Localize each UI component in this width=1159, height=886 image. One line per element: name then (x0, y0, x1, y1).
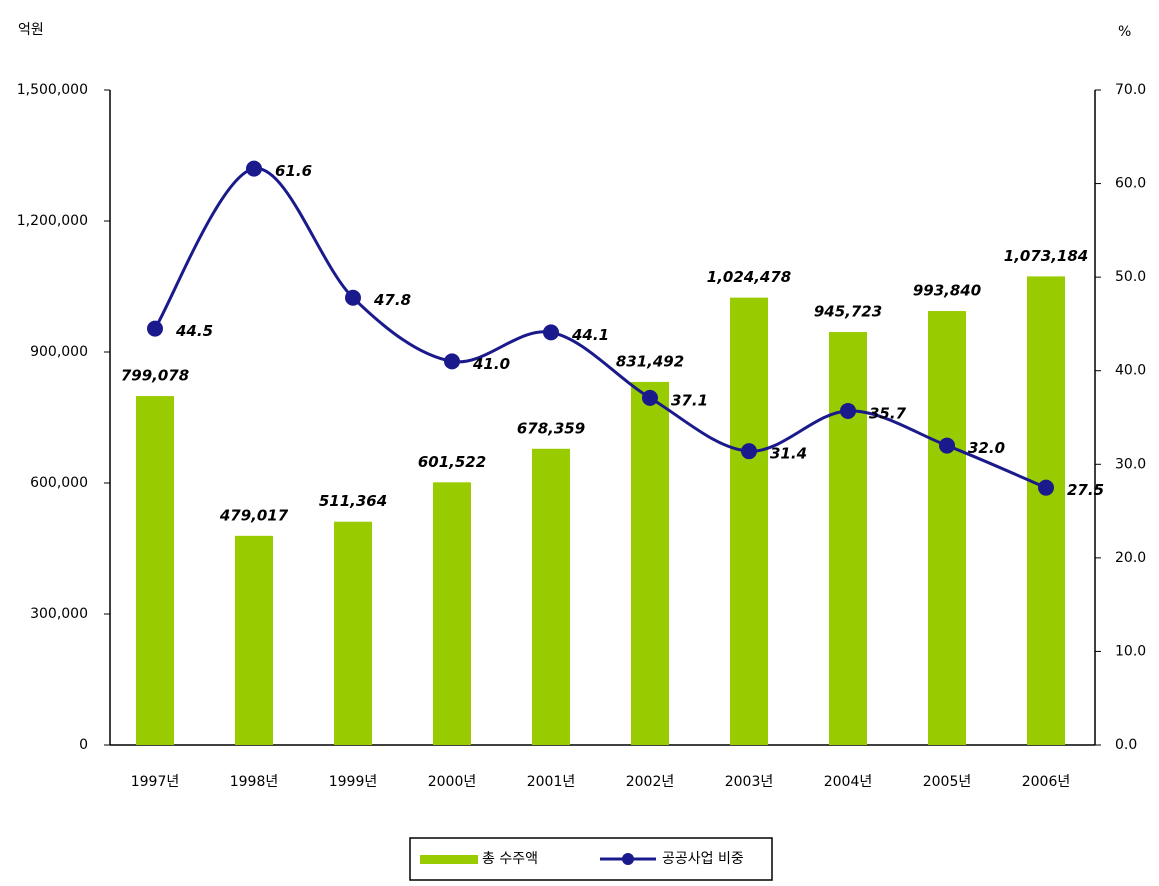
line-value-label: 37.1 (671, 391, 708, 409)
line-value-label: 35.7 (869, 404, 907, 422)
y-tick-label: 1,500,000 (17, 82, 88, 98)
y2-axis-label: % (1118, 24, 1131, 40)
bar (631, 381, 669, 745)
y-axis-label: 억원 (18, 22, 44, 38)
line-value-label: 41.0 (472, 355, 510, 373)
bar (235, 535, 273, 745)
line-value-label: 47.8 (373, 291, 411, 309)
line-marker (345, 289, 361, 306)
bar-value-label: 1,024,478 (707, 268, 791, 286)
line (153, 167, 1047, 490)
bar-value-label: 993,840 (913, 282, 981, 300)
legend-swatch (420, 855, 478, 864)
bar-value-label: 831,492 (616, 352, 684, 370)
bar (433, 482, 471, 745)
line-value-label: 32.0 (968, 439, 1005, 457)
bar-value-label: 799,078 (121, 367, 189, 385)
bar (532, 448, 570, 745)
line-value-label: 44.5 (175, 322, 213, 340)
y2-tick-label: 30.0 (1115, 456, 1146, 472)
bar-value-label: 511,364 (319, 492, 387, 510)
bar (730, 297, 768, 745)
legend-label: 총 수주액 (482, 851, 538, 867)
line-value-label: 27.5 (1067, 481, 1104, 499)
y2-tick-label: 10.0 (1115, 643, 1146, 659)
line-marker (1038, 479, 1054, 496)
x-tick-label: 2000년 (428, 774, 477, 790)
line-marker (543, 324, 559, 341)
line-value-label: 31.4 (770, 445, 807, 463)
line-marker (939, 437, 955, 454)
bar (136, 396, 174, 745)
x-tick-label: 2002년 (626, 774, 675, 790)
x-tick-label: 1997년 (131, 774, 180, 790)
y-tick-label: 600,000 (30, 475, 88, 491)
legend-label: 공공사업 비중 (662, 851, 744, 867)
bar-value-label: 945,723 (814, 303, 882, 321)
bar-value-label: 601,522 (418, 453, 486, 471)
x-tick-label: 1998년 (230, 774, 279, 790)
bar (928, 311, 966, 745)
x-tick-label: 2001년 (527, 774, 576, 790)
bar-value-label: 1,073,184 (1004, 247, 1088, 265)
line-marker (147, 320, 163, 337)
x-tick-label: 2005년 (923, 774, 972, 790)
line-marker (642, 389, 658, 406)
y2-tick-label: 0.0 (1115, 737, 1137, 753)
bar-value-label: 479,017 (219, 506, 289, 524)
line-marker (444, 353, 460, 370)
y-tick-label: 900,000 (30, 344, 88, 360)
x-tick-label: 2003년 (725, 774, 774, 790)
line-marker (246, 160, 262, 177)
bar-value-label: 678,359 (517, 419, 585, 437)
bar (1027, 276, 1065, 745)
y2-tick-label: 60.0 (1115, 176, 1146, 192)
line-value-label: 44.1 (571, 326, 609, 344)
bar (829, 332, 867, 745)
y-tick-label: 1,200,000 (17, 213, 88, 229)
x-tick-label: 1999년 (329, 774, 378, 790)
line-value-label: 61.6 (275, 162, 312, 180)
line-marker (741, 443, 757, 460)
y2-tick-label: 50.0 (1115, 269, 1146, 285)
y2-tick-label: 40.0 (1115, 363, 1146, 379)
y2-tick-label: 70.0 (1115, 82, 1146, 98)
bar (334, 521, 372, 745)
x-tick-label: 2004년 (824, 774, 873, 790)
y-tick-label: 0 (79, 737, 88, 753)
x-tick-label: 2006년 (1022, 774, 1071, 790)
y-tick-label: 300,000 (30, 606, 88, 622)
line-marker (840, 402, 856, 419)
y2-tick-label: 20.0 (1115, 550, 1146, 566)
legend-marker (622, 853, 634, 865)
